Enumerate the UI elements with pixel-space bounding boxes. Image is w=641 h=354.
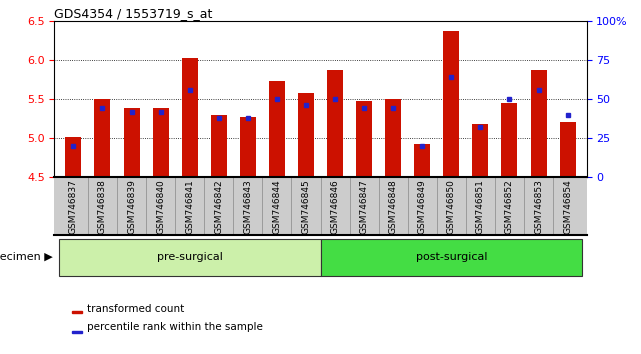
Text: GSM746847: GSM746847 [360,179,369,234]
Text: GSM746839: GSM746839 [127,179,136,234]
Bar [94,99,110,177]
Text: GSM746837: GSM746837 [69,179,78,234]
Bar [560,122,576,177]
Bar [327,69,343,177]
Bar [72,331,82,333]
Bar [181,58,197,177]
Bar [414,143,430,177]
Text: post-surgical: post-surgical [415,252,487,262]
Text: GSM746850: GSM746850 [447,179,456,234]
Text: transformed count: transformed count [87,303,184,314]
Text: GSM746838: GSM746838 [98,179,107,234]
Bar [472,124,488,177]
Text: pre-surgical: pre-surgical [157,252,222,262]
Bar [444,30,460,177]
Text: GSM746840: GSM746840 [156,179,165,234]
Text: GSM746852: GSM746852 [505,179,514,234]
Text: GSM746854: GSM746854 [563,179,572,234]
Bar [269,81,285,177]
Bar [298,93,314,177]
Bar [531,69,547,177]
Bar [153,108,169,177]
FancyBboxPatch shape [320,239,582,276]
Text: specimen ▶: specimen ▶ [0,252,53,262]
Bar [356,102,372,177]
Text: GSM746842: GSM746842 [214,179,223,234]
Text: GSM746849: GSM746849 [418,179,427,234]
Text: GSM746846: GSM746846 [331,179,340,234]
Bar [211,115,227,177]
Text: GSM746845: GSM746845 [301,179,310,234]
Text: percentile rank within the sample: percentile rank within the sample [87,322,263,332]
Text: GDS4354 / 1553719_s_at: GDS4354 / 1553719_s_at [54,7,213,20]
FancyBboxPatch shape [59,239,320,276]
Text: GSM746851: GSM746851 [476,179,485,234]
Bar [501,103,517,177]
Bar [72,311,82,313]
Bar [124,108,140,177]
Bar [240,117,256,177]
Bar [385,99,401,177]
Text: GSM746848: GSM746848 [388,179,397,234]
Bar [65,137,81,177]
Text: GSM746843: GSM746843 [244,179,253,234]
Text: GSM746844: GSM746844 [272,179,281,234]
Text: GSM746853: GSM746853 [534,179,543,234]
Text: GSM746841: GSM746841 [185,179,194,234]
